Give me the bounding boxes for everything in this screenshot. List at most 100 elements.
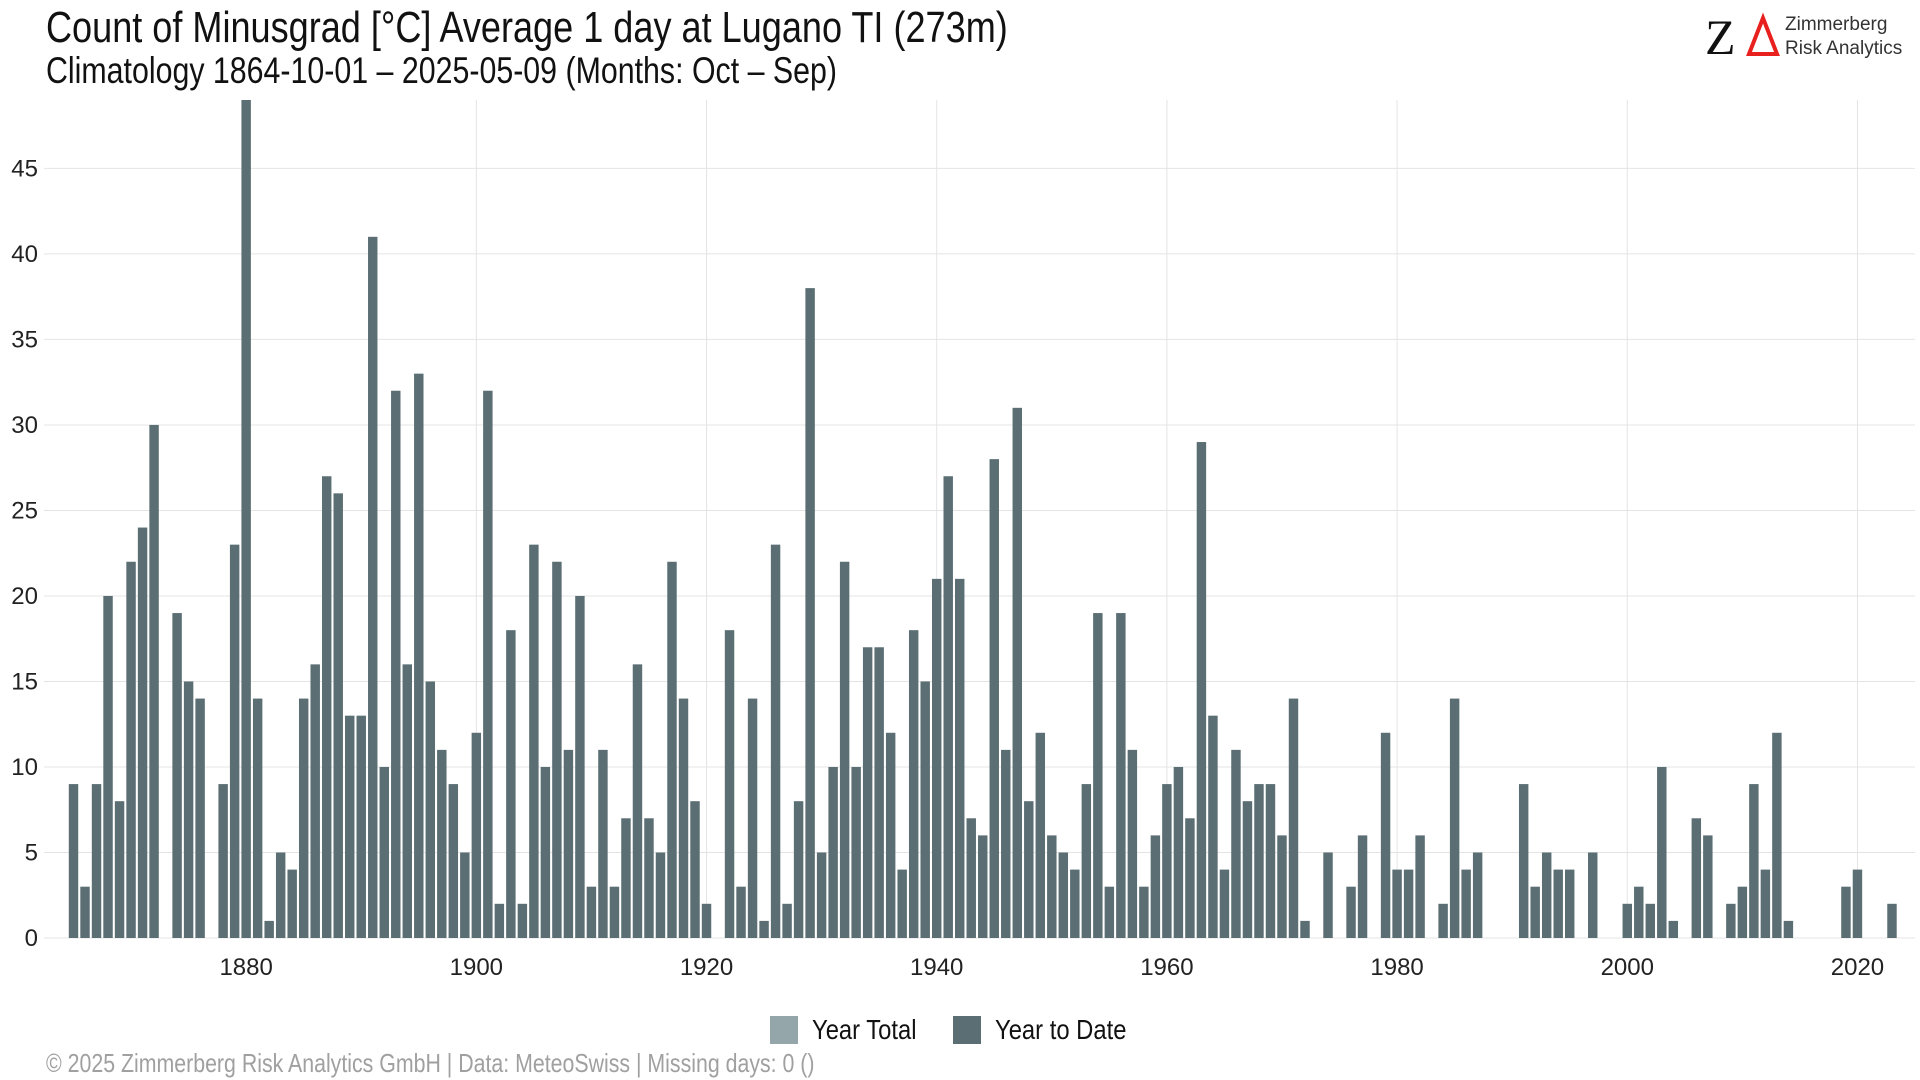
bar-1884 [287, 869, 297, 938]
bar-1895 [414, 373, 424, 938]
bar-1929 [805, 288, 815, 938]
company-logo: Z Zimmerberg Risk Analytics [1705, 8, 1905, 68]
y-tick-label: 20 [11, 583, 38, 610]
y-tick-label: 15 [11, 668, 38, 695]
bar-1870 [126, 561, 136, 938]
bar-1962 [1185, 818, 1195, 938]
bar-2012 [1760, 869, 1771, 938]
bar-1952 [1070, 869, 1080, 938]
bar-2001 [1634, 886, 1644, 938]
bar-1942 [955, 578, 965, 938]
bar-2020 [1852, 869, 1863, 938]
legend-swatch-year-total [770, 1016, 799, 1044]
bar-1888 [333, 493, 343, 938]
bar-1971 [1288, 698, 1299, 938]
bar-1899 [460, 852, 470, 938]
logo-name-line1: Zimmerberg [1785, 14, 1888, 35]
bar-1933 [851, 766, 861, 938]
y-tick-label: 0 [25, 925, 38, 952]
bar-1910 [586, 886, 597, 938]
bar-1907 [552, 561, 562, 938]
x-tick-label: 1880 [219, 954, 272, 981]
bar-1903 [506, 630, 516, 938]
bar-1938 [908, 630, 919, 938]
y-tick-label: 10 [11, 754, 38, 781]
bar-1879 [229, 544, 240, 938]
bar-1970 [1277, 835, 1287, 938]
bar-1931 [828, 766, 838, 938]
bar-1915 [644, 818, 654, 938]
bar-1881 [252, 698, 263, 938]
y-tick-label: 30 [11, 412, 38, 439]
bar-1985 [1449, 698, 1460, 938]
bar-1954 [1093, 613, 1103, 938]
bar-1923 [736, 886, 746, 938]
bar-1959 [1150, 835, 1161, 938]
bar-1979 [1380, 732, 1391, 938]
bar-1909 [575, 595, 585, 938]
bar-1883 [275, 852, 286, 938]
bar-1887 [321, 476, 332, 938]
bar-1875 [183, 681, 194, 938]
bar-2014 [1783, 920, 1794, 938]
bar-1904 [517, 903, 528, 938]
x-tick-label: 1920 [680, 954, 733, 981]
bar-1914 [632, 664, 643, 938]
bar-1977 [1357, 835, 1368, 938]
bar-1892 [379, 766, 389, 938]
bar-1961 [1173, 766, 1184, 938]
bar-1893 [391, 390, 401, 938]
bar-2011 [1749, 784, 1759, 938]
y-tick-label: 35 [11, 326, 38, 353]
bar-1969 [1265, 784, 1276, 938]
bar-2023 [1887, 903, 1897, 938]
bar-1890 [356, 715, 366, 938]
bar-1900 [471, 732, 482, 938]
legend-item-year-total: Year Total [770, 1014, 935, 1046]
bar-1984 [1438, 903, 1448, 938]
y-axis: 0 5 10 15 20 25 30 35 40 45 [11, 155, 38, 952]
bar-1951 [1058, 852, 1069, 938]
x-tick-label: 2020 [1831, 954, 1884, 981]
y-tick-label: 25 [11, 497, 38, 524]
chart-title: Count of Minusgrad [°C] Average 1 day at… [46, 3, 1008, 52]
bar-1953 [1081, 784, 1092, 938]
legend-item-year-to-date: Year to Date [953, 1014, 1150, 1046]
bar-1926 [770, 544, 781, 938]
footer-credit: © 2025 Zimmerberg Risk Analytics GmbH | … [46, 1048, 815, 1078]
x-axis: 1880 1900 1920 1940 1960 1980 2000 2020 [219, 954, 1884, 981]
bar-1889 [345, 715, 355, 938]
bar-1885 [298, 698, 309, 938]
bar-1982 [1415, 835, 1425, 938]
bar-1920 [701, 903, 712, 938]
bar-1896 [425, 681, 436, 938]
y-tick-label: 5 [25, 839, 38, 866]
bar-1955 [1104, 886, 1115, 938]
bar-1947 [1012, 407, 1022, 938]
bar-1898 [448, 784, 459, 938]
bar-1980 [1392, 869, 1402, 938]
bar-1925 [759, 920, 769, 938]
bar-1872 [149, 424, 159, 938]
bar-1865 [68, 784, 79, 938]
bar-1880 [241, 100, 251, 938]
bar-2000 [1622, 903, 1632, 938]
bar-1992 [1530, 886, 1540, 938]
legend-swatch-year-to-date [953, 1016, 982, 1044]
bar-1866 [80, 886, 90, 938]
bar-1917 [667, 561, 677, 938]
bar-1867 [91, 784, 102, 938]
bar-2003 [1657, 766, 1667, 938]
bar-1916 [655, 852, 666, 938]
bar-1932 [839, 561, 850, 938]
bar-1924 [747, 698, 758, 938]
y-tick-label: 45 [11, 155, 38, 182]
bar-1874 [172, 613, 182, 938]
bar-1991 [1518, 784, 1529, 938]
bar-1878 [218, 784, 228, 938]
bar-1922 [724, 630, 735, 938]
bar-1995 [1565, 869, 1575, 938]
x-tick-label: 1980 [1370, 954, 1423, 981]
bar-1940 [931, 578, 942, 938]
